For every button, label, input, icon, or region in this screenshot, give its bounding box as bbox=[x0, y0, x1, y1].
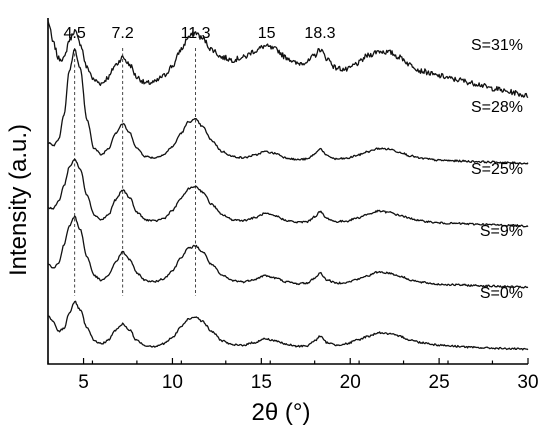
series-label: S=0% bbox=[480, 285, 523, 302]
peak-label: 18.3 bbox=[304, 25, 335, 42]
peak-label: 7.2 bbox=[112, 25, 134, 42]
x-tick-label: 15 bbox=[251, 372, 272, 393]
series-label: S=31% bbox=[471, 37, 523, 54]
x-tick-label: 5 bbox=[78, 372, 89, 393]
plot-area bbox=[47, 18, 528, 365]
series-line-s9 bbox=[47, 215, 529, 289]
x-axis-ticks: 5 10 15 20 25 30 bbox=[47, 358, 539, 393]
series-label: S=28% bbox=[471, 99, 523, 116]
x-tick-label: 20 bbox=[340, 372, 361, 393]
peak-label: 4.5 bbox=[64, 25, 86, 42]
series-line-s0 bbox=[48, 300, 529, 351]
series-labels: S=31% S=28% S=25% S=9% S=0% bbox=[471, 37, 523, 302]
series-label: S=25% bbox=[471, 161, 523, 178]
x-tick-label: 10 bbox=[162, 372, 183, 393]
y-axis-title: Intensity (a.u.) bbox=[5, 124, 32, 276]
x-tick-label: 25 bbox=[429, 372, 450, 393]
series-label: S=9% bbox=[480, 223, 523, 240]
series-lines bbox=[47, 20, 529, 351]
series-line-s25 bbox=[47, 158, 529, 228]
series-line-s28 bbox=[47, 48, 529, 165]
series-line-s31 bbox=[47, 20, 529, 99]
peak-markers: 4.5 7.2 11.3 15 18.3 bbox=[64, 25, 336, 296]
x-axis-title: 2θ (°) bbox=[252, 399, 311, 426]
axis-frame bbox=[47, 18, 528, 365]
x-tick-label: 30 bbox=[517, 372, 538, 393]
peak-label: 15 bbox=[258, 25, 276, 42]
